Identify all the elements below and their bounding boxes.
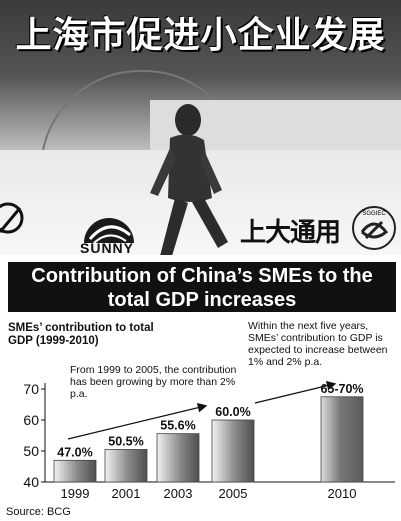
y-tick-label: 40 [23, 474, 39, 490]
data-label-2010: 65-70% [320, 382, 363, 396]
y-tick-label: 50 [23, 443, 39, 459]
trend-arrow-2 [254, 381, 337, 404]
x-tick-label-2001: 2001 [112, 486, 141, 501]
x-tick-label-1999: 1999 [61, 486, 90, 501]
data-label-2003: 55.6% [160, 419, 195, 433]
chart-subtitle: SMEs’ contribution to total GDP (1999-20… [8, 322, 154, 347]
sunny-logo-text: SUNNY [80, 240, 135, 255]
sggiec-logo-text: SGGIEC [362, 211, 386, 217]
photo-headline: 上海市促进小企业发展 [15, 15, 386, 56]
news-photo: SUNNY 上大通用 SGGIEC 上海市促进小企业发展 [0, 0, 401, 255]
bar-2010 [320, 396, 364, 483]
bar-2005 [211, 419, 255, 483]
data-label-2001: 50.5% [108, 434, 143, 448]
walking-person [150, 104, 228, 255]
shangda-logo-text: 上大通用 [240, 218, 341, 248]
data-label-2005: 60.0% [215, 405, 250, 419]
bar-chart: 40 50 60 70 47.0% 1999 50.5% 2001 55.6% 2003 60.0… [23, 381, 395, 501]
bar-2003 [156, 433, 200, 483]
trend-arrow-1 [67, 403, 208, 440]
y-tick-label: 70 [23, 381, 39, 397]
x-tick-label-2005: 2005 [219, 486, 248, 501]
chart-title: Contribution of China’s SMEs to the tota… [8, 262, 396, 312]
left-logo-icon [0, 202, 24, 234]
bar-2001 [104, 449, 148, 483]
sunny-logo-icon [84, 218, 134, 244]
x-tick-label-2003: 2003 [164, 486, 193, 501]
data-label-1999: 47.0% [57, 445, 92, 459]
y-tick-label: 60 [23, 412, 39, 428]
sggiec-logo-icon: SGGIEC [352, 206, 396, 250]
annotation-forecast: Within the next five years, SMEs’ contri… [248, 320, 388, 368]
source-note: Source: BCG [6, 506, 71, 518]
bar-1999 [53, 459, 97, 483]
x-tick-label-2010: 2010 [328, 486, 357, 501]
chart-area: SMEs’ contribution to total GDP (1999-20… [0, 316, 401, 521]
annotation-1999-2005: From 1999 to 2005, the contribution has … [70, 364, 237, 400]
